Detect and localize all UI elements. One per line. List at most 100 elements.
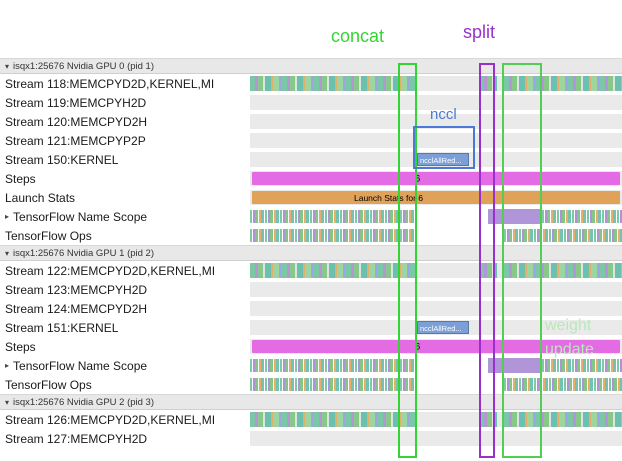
- trace-events-segment[interactable]: [542, 210, 622, 223]
- row-label-text: isqx1:25676 Nvidia GPU 1 (pid 2): [13, 247, 155, 259]
- empty-track-slot: [250, 95, 622, 110]
- trace-events-segment[interactable]: [504, 76, 622, 91]
- timeline-track: 6: [250, 169, 622, 188]
- row-label: Stream 122:MEMCPYD2D,KERNEL,MI: [0, 261, 250, 280]
- trace-row: Stream 151:KERNEL ncclAllRed...: [0, 318, 622, 337]
- row-label: Steps: [0, 169, 250, 188]
- timeline-track: ncclAllRed...: [250, 318, 622, 337]
- timeline-track: [250, 59, 622, 73]
- row-label-text: Stream 127:MEMCPYH2D: [5, 431, 148, 446]
- row-label: Stream 127:MEMCPYH2D: [0, 429, 250, 448]
- row-label: TensorFlow Ops: [0, 375, 250, 394]
- trace-row: Launch Stats Launch Stats for 6: [0, 188, 622, 207]
- row-label-text: Stream 119:MEMCPYH2D: [5, 95, 147, 110]
- launch-stats-bar[interactable]: Launch Stats for 6: [252, 191, 620, 204]
- row-label: Launch Stats: [0, 188, 250, 207]
- timeline-track: Launch Stats for 6: [250, 188, 622, 207]
- row-label: Steps: [0, 337, 250, 356]
- row-label-text: TensorFlow Ops: [5, 377, 92, 392]
- timeline-track: [250, 74, 622, 93]
- timeline-track: [250, 299, 622, 318]
- trace-row: Stream 127:MEMCPYH2D: [0, 429, 622, 448]
- trace-events-segment[interactable]: [504, 263, 622, 278]
- collapse-arrow-icon[interactable]: ▾: [5, 61, 10, 71]
- row-label-text: Stream 126:MEMCPYD2D,KERNEL,MI: [5, 412, 216, 427]
- timeline-track: [250, 429, 622, 448]
- collapse-arrow-icon[interactable]: ▾: [5, 248, 10, 258]
- row-label-text: Stream 151:KERNEL: [5, 320, 119, 335]
- trace-events-segment[interactable]: [542, 359, 622, 372]
- trace-events-segment[interactable]: [479, 412, 497, 427]
- timeline-track: [250, 261, 622, 280]
- row-label: Stream 126:MEMCPYD2D,KERNEL,MI: [0, 410, 250, 429]
- trace-events-segment[interactable]: [250, 76, 416, 91]
- timeline-track: [250, 207, 622, 226]
- trace-events-segment[interactable]: [488, 358, 540, 373]
- row-label-text: Stream 124:MEMCPYD2H: [5, 301, 148, 316]
- steps-bar-label: 6: [415, 341, 421, 352]
- row-label-text: Stream 150:KERNEL: [5, 152, 119, 167]
- row-label: Stream 118:MEMCPYD2D,KERNEL,MI: [0, 74, 250, 93]
- row-label-text: Stream 120:MEMCPYD2H: [5, 114, 148, 129]
- trace-row: Stream 124:MEMCPYD2H: [0, 299, 622, 318]
- trace-row: TensorFlow Ops: [0, 226, 622, 245]
- trace-row: Stream 119:MEMCPYH2D: [0, 93, 622, 112]
- trace-row: TensorFlow Ops: [0, 375, 622, 394]
- trace-row: Stream 126:MEMCPYD2D,KERNEL,MI: [0, 410, 622, 429]
- concat-annotation: concat: [331, 26, 385, 46]
- row-label-text: Steps: [5, 339, 36, 354]
- row-label-text: TensorFlow Name Scope: [13, 358, 148, 373]
- trace-row: Stream 120:MEMCPYD2H: [0, 112, 622, 131]
- trace-events-segment[interactable]: [250, 229, 416, 242]
- steps-bar[interactable]: 6: [252, 340, 620, 353]
- trace-events-segment[interactable]: [250, 378, 416, 391]
- trace-row: Steps 6: [0, 169, 622, 188]
- trace-row: ▸ TensorFlow Name Scope: [0, 356, 622, 375]
- timeline-track: [250, 112, 622, 131]
- row-label: Stream 123:MEMCPYH2D: [0, 280, 250, 299]
- row-label: Stream 119:MEMCPYH2D: [0, 93, 250, 112]
- trace-row: ▸ TensorFlow Name Scope: [0, 207, 622, 226]
- row-label-text: isqx1:25676 Nvidia GPU 2 (pid 3): [13, 396, 155, 408]
- row-label: TensorFlow Ops: [0, 226, 250, 245]
- expand-arrow-icon[interactable]: ▸: [5, 212, 10, 221]
- timeline-track: [250, 395, 622, 409]
- empty-track-slot: [250, 431, 622, 446]
- timeline-track: [250, 93, 622, 112]
- row-label[interactable]: ▸ TensorFlow Name Scope: [0, 207, 250, 226]
- device-section-header: ▾ isqx1:25676 Nvidia GPU 0 (pid 1): [0, 58, 622, 74]
- trace-events-segment[interactable]: [250, 412, 416, 427]
- row-label-text: Launch Stats: [5, 190, 76, 205]
- nccl-allreduce-bar[interactable]: ncclAllRed...: [417, 321, 469, 334]
- device-section-header: ▾ isqx1:25676 Nvidia GPU 2 (pid 3): [0, 394, 622, 410]
- trace-events-segment[interactable]: [488, 209, 540, 224]
- trace-events-segment[interactable]: [250, 263, 416, 278]
- steps-bar-label: 6: [415, 173, 421, 184]
- row-label[interactable]: ▾ isqx1:25676 Nvidia GPU 1 (pid 2): [0, 246, 250, 260]
- expand-arrow-icon[interactable]: ▸: [5, 361, 10, 370]
- row-label[interactable]: ▸ TensorFlow Name Scope: [0, 356, 250, 375]
- steps-bar[interactable]: 6: [252, 172, 620, 185]
- row-label: Stream 151:KERNEL: [0, 318, 250, 337]
- row-label-text: isqx1:25676 Nvidia GPU 0 (pid 1): [13, 60, 155, 72]
- trace-events-segment[interactable]: [504, 378, 622, 391]
- trace-row: Stream 121:MEMCPYP2P: [0, 131, 622, 150]
- empty-track-slot: [250, 114, 622, 129]
- empty-track-slot: [250, 133, 622, 148]
- trace-events-segment[interactable]: [504, 412, 622, 427]
- split-annotation: split: [463, 22, 496, 42]
- timeline-track: [250, 131, 622, 150]
- trace-events-segment[interactable]: [250, 210, 416, 223]
- trace-events-segment[interactable]: [479, 263, 497, 278]
- trace-events-segment[interactable]: [250, 359, 416, 372]
- row-label[interactable]: ▾ isqx1:25676 Nvidia GPU 2 (pid 3): [0, 395, 250, 409]
- launch-bar-label: Launch Stats for 6: [354, 192, 423, 203]
- row-label[interactable]: ▾ isqx1:25676 Nvidia GPU 0 (pid 1): [0, 59, 250, 73]
- collapse-arrow-icon[interactable]: ▾: [5, 397, 10, 407]
- trace-events-segment[interactable]: [479, 76, 497, 91]
- row-label-text: Stream 123:MEMCPYH2D: [5, 282, 148, 297]
- empty-track-slot: [250, 282, 622, 297]
- nccl-allreduce-bar[interactable]: ncclAllRed...: [417, 153, 469, 166]
- trace-events-segment[interactable]: [504, 229, 622, 242]
